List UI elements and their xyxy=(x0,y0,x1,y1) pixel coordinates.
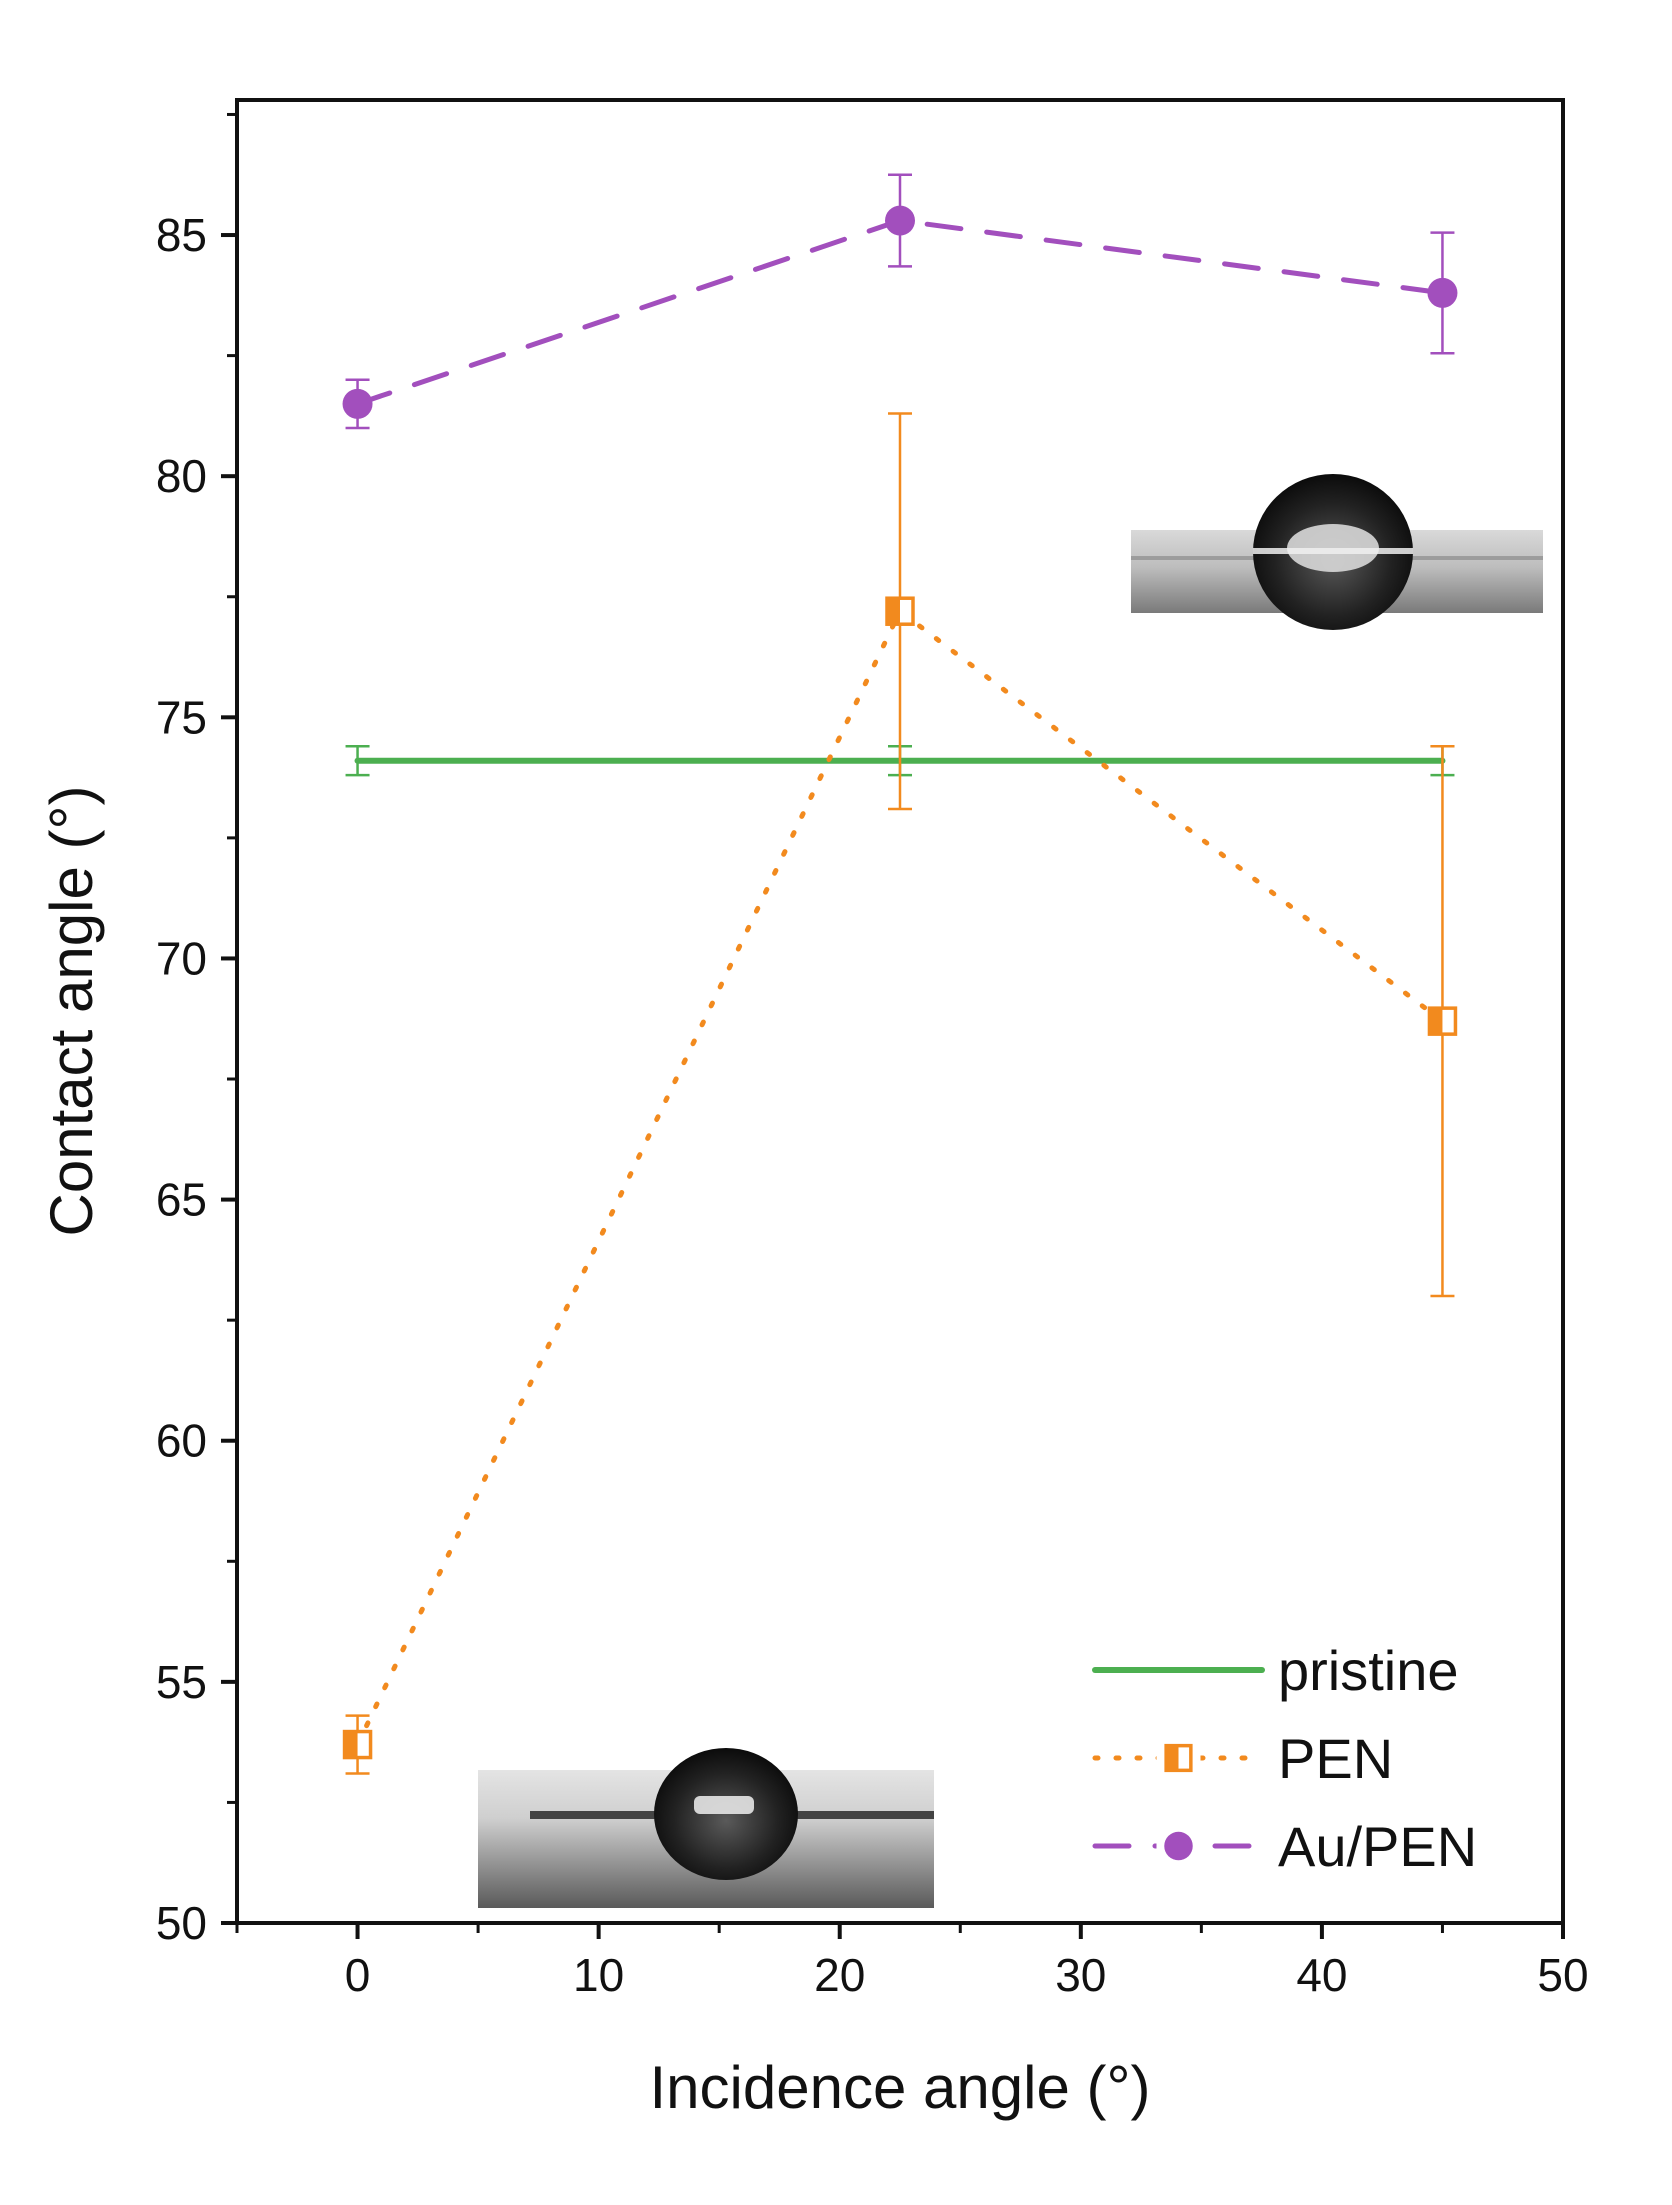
legend-item-pristine: pristine xyxy=(1092,1639,1459,1702)
y-tick-label-50: 50 xyxy=(156,1897,207,1949)
legend-marker xyxy=(1164,1831,1193,1861)
legend-item-pen: PEN xyxy=(1092,1727,1393,1790)
y-axis-ticks: 50 55 60 65 70 75 80 85 xyxy=(156,112,237,1949)
data-point xyxy=(885,205,915,236)
plot-area-frame xyxy=(235,98,1565,1925)
legend-marker-fill xyxy=(1166,1745,1179,1771)
x-tick-label-40: 40 xyxy=(1296,1949,1347,2001)
y-tick-label-60: 60 xyxy=(156,1415,207,1467)
y-tick-label-65: 65 xyxy=(156,1174,207,1226)
data-point xyxy=(1427,277,1458,308)
y-axis-title: Contact angle (°) xyxy=(38,786,105,1237)
legend-label: Au/PEN xyxy=(1278,1815,1477,1878)
x-axis-ticks: 0 10 20 30 40 50 xyxy=(235,1923,1589,2001)
series-au-pen xyxy=(342,173,1458,430)
data-point-fill xyxy=(344,1731,358,1758)
legend-label: PEN xyxy=(1278,1727,1393,1790)
y-tick-label-75: 75 xyxy=(156,691,207,743)
series-line xyxy=(355,607,1445,1748)
x-tick-label-20: 20 xyxy=(814,1949,865,2001)
y-tick-label-55: 55 xyxy=(156,1656,207,1708)
x-tick-label-10: 10 xyxy=(573,1949,624,2001)
y-tick-label-70: 70 xyxy=(156,932,207,984)
legend-marker xyxy=(1164,1743,1193,1773)
data-point xyxy=(342,1729,373,1760)
data-point-fill xyxy=(887,598,900,625)
legend-item-au-pen: Au/PEN xyxy=(1092,1815,1477,1878)
data-point xyxy=(1427,1006,1458,1036)
y-tick-label-80: 80 xyxy=(156,450,207,502)
series-layer xyxy=(342,173,1458,1775)
x-tick-label-50: 50 xyxy=(1537,1949,1588,2001)
inset-photo-top-right xyxy=(1131,474,1543,630)
data-point xyxy=(342,388,373,419)
y-tick-label-85: 85 xyxy=(156,209,207,261)
x-tick-label-0: 0 xyxy=(345,1949,371,2001)
inset-photo-bottom xyxy=(478,1748,934,1908)
series-pen xyxy=(342,412,1458,1775)
data-point-fill xyxy=(1429,1008,1443,1035)
legend-label: pristine xyxy=(1278,1639,1459,1702)
x-tick-label-30: 30 xyxy=(1055,1949,1106,2001)
legend: pristine PEN Au/PEN xyxy=(1092,1639,1477,1878)
data-point xyxy=(885,596,915,626)
x-axis-title: Incidence angle (°) xyxy=(650,2054,1151,2121)
